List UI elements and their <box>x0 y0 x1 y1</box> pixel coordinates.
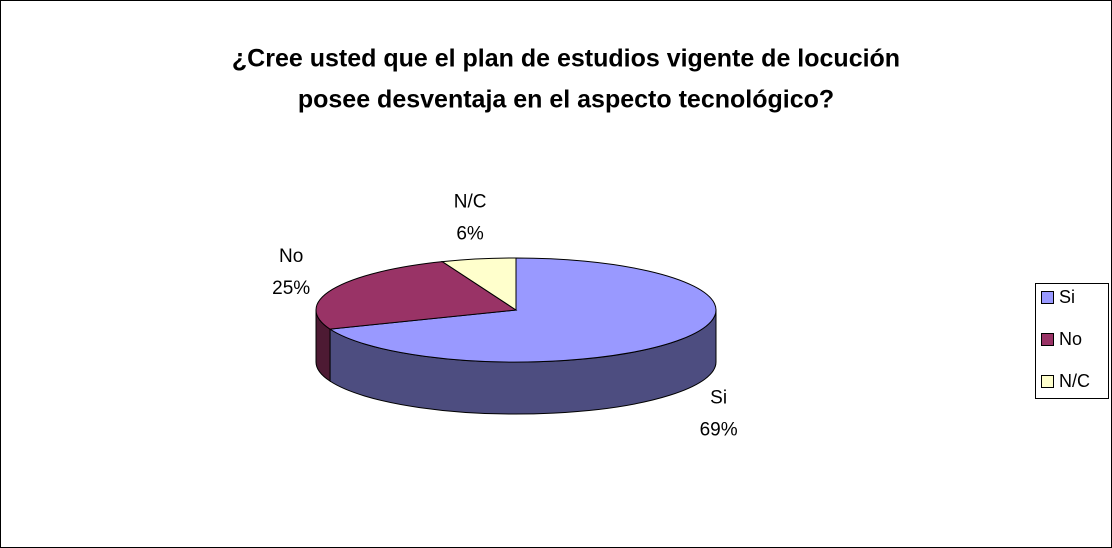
chart-title: posee desventaja en el aspecto tecnológi… <box>298 86 834 114</box>
pie-slice <box>440 257 517 311</box>
pie-slice <box>328 257 717 363</box>
data-label-category: Si <box>710 387 727 408</box>
pie-slice <box>315 261 518 330</box>
data-label: 69% <box>700 419 738 440</box>
chart-title: ¿Cree usted que el plan de estudios vige… <box>232 45 900 73</box>
data-label: 25% <box>272 278 310 299</box>
legend-label: N/C <box>1059 371 1090 391</box>
legend-label: No <box>1059 329 1082 349</box>
legend-swatch <box>1041 375 1054 388</box>
data-label: 6% <box>456 224 484 245</box>
legend-swatch <box>1041 333 1054 346</box>
legend-swatch <box>1041 291 1054 304</box>
legend-label: Si <box>1059 287 1075 307</box>
data-label-category: N/C <box>454 192 487 213</box>
data-label-category: No <box>279 246 303 267</box>
